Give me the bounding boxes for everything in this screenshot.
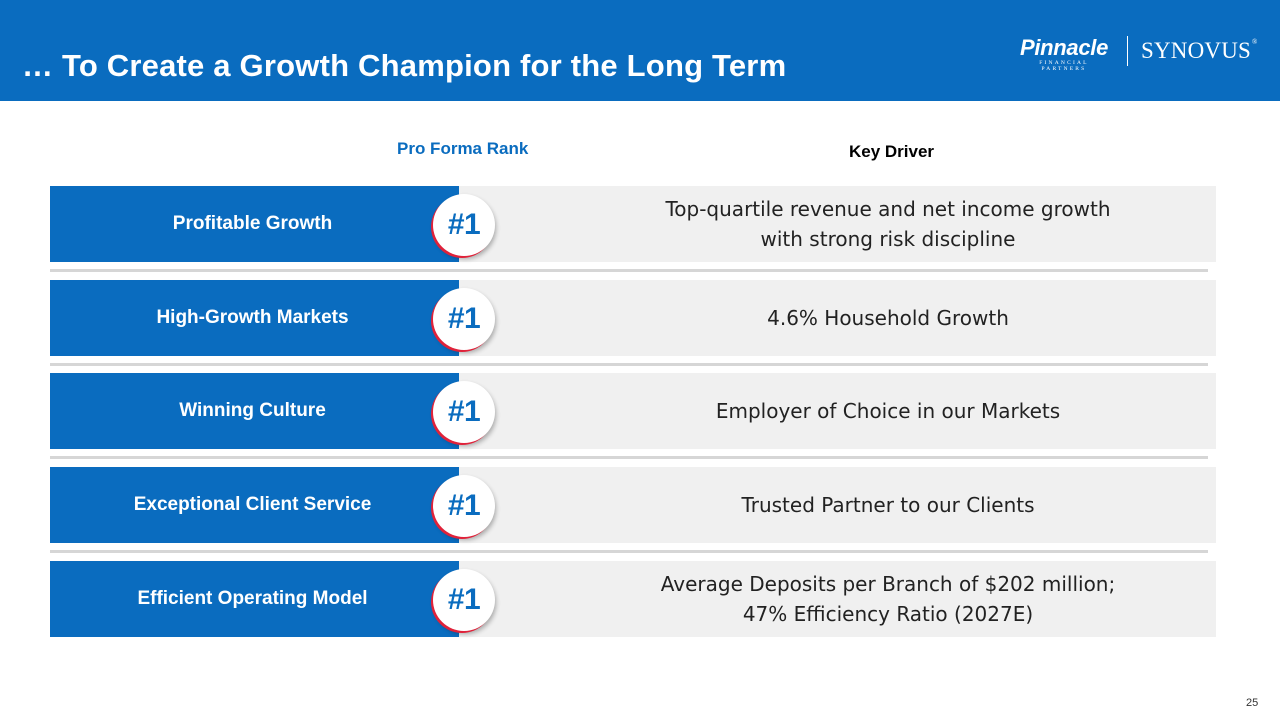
row-label: Exceptional Client Service bbox=[133, 494, 372, 515]
row-label-box: Profitable Growth bbox=[50, 186, 459, 262]
row-label-box: High-Growth Markets bbox=[50, 280, 459, 356]
metric-row: Exceptional Client Service #1 Trusted Pa… bbox=[0, 467, 1280, 547]
driver-text: Top-quartile revenue and net income grow… bbox=[665, 197, 1111, 251]
row-label: Efficient Operating Model bbox=[137, 588, 368, 609]
registered-mark: ® bbox=[1252, 38, 1258, 46]
row-label-box: Exceptional Client Service bbox=[50, 467, 459, 543]
row-driver: 4.6% Household Growth bbox=[560, 280, 1216, 356]
synovus-logo-word: SYNOVUS bbox=[1141, 38, 1252, 63]
row-label: High-Growth Markets bbox=[156, 307, 349, 328]
row-driver: Trusted Partner to our Clients bbox=[560, 467, 1216, 543]
metric-row: High-Growth Markets #1 4.6% Household Gr… bbox=[0, 280, 1280, 360]
rank-badge: #1 bbox=[433, 475, 495, 537]
row-driver: Average Deposits per Branch of $202 mill… bbox=[560, 561, 1216, 637]
driver-column-header: Key Driver bbox=[849, 142, 935, 161]
row-divider bbox=[50, 550, 1208, 553]
row-background bbox=[418, 186, 1216, 262]
rank-value: #1 bbox=[447, 583, 481, 616]
row-divider bbox=[50, 363, 1208, 366]
page-number: 25 bbox=[1246, 697, 1259, 709]
rank-value: #1 bbox=[447, 395, 481, 428]
row-background bbox=[418, 280, 1216, 356]
metric-row: Winning Culture #1 Employer of Choice in… bbox=[0, 373, 1280, 453]
row-divider bbox=[50, 269, 1208, 272]
rank-badge: #1 bbox=[433, 381, 495, 443]
driver-text: Employer of Choice in our Markets bbox=[715, 399, 1061, 423]
row-background bbox=[418, 467, 1216, 543]
metric-row: Efficient Operating Model #1 Average Dep… bbox=[0, 561, 1280, 641]
page-title: … To Create a Growth Champion for the Lo… bbox=[22, 48, 787, 83]
pinnacle-logo-subtitle: FINANCIAL PARTNERS bbox=[1039, 60, 1089, 72]
pinnacle-logo: Pinnacle FINANCIAL PARTNERS bbox=[1016, 35, 1112, 73]
row-label: Winning Culture bbox=[179, 400, 326, 421]
logo-divider bbox=[1127, 36, 1128, 66]
row-driver: Top-quartile revenue and net income grow… bbox=[560, 186, 1216, 262]
driver-text: Trusted Partner to our Clients bbox=[741, 493, 1035, 517]
header-banner: … To Create a Growth Champion for the Lo… bbox=[0, 0, 1280, 101]
row-divider bbox=[50, 456, 1208, 459]
metric-row: Profitable Growth #1 Top-quartile revenu… bbox=[0, 186, 1280, 266]
rank-badge: #1 bbox=[433, 569, 495, 631]
rank-value: #1 bbox=[447, 489, 481, 522]
row-driver: Employer of Choice in our Markets bbox=[560, 373, 1216, 449]
rank-badge: #1 bbox=[433, 194, 495, 256]
synovus-logo: SYNOVUS® bbox=[1141, 38, 1258, 64]
rank-value: #1 bbox=[447, 208, 481, 241]
rank-badge: #1 bbox=[433, 288, 495, 350]
driver-text: 4.6% Household Growth bbox=[767, 306, 1009, 330]
pinnacle-logo-word: Pinnacle bbox=[1019, 35, 1109, 60]
row-background bbox=[418, 561, 1216, 637]
rank-column-header: Pro Forma Rank bbox=[397, 139, 529, 158]
row-label: Profitable Growth bbox=[172, 213, 333, 234]
row-background bbox=[418, 373, 1216, 449]
row-label-box: Efficient Operating Model bbox=[50, 561, 459, 637]
rank-value: #1 bbox=[447, 302, 481, 335]
driver-text: Average Deposits per Branch of $202 mill… bbox=[660, 572, 1116, 626]
row-label-box: Winning Culture bbox=[50, 373, 459, 449]
